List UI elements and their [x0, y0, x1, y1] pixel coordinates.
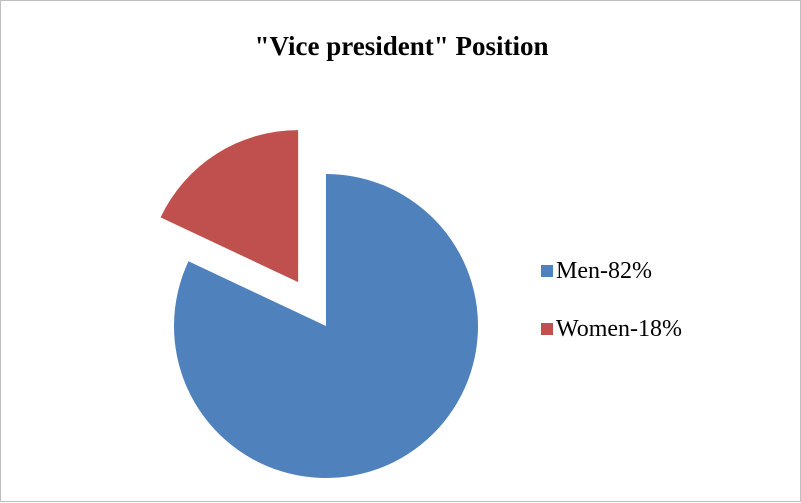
legend-item-women: Women-18% [541, 315, 682, 343]
legend-label-women: Women-18% [556, 316, 683, 342]
legend-item-men: Men-82% [541, 257, 682, 285]
pie-slice-women [160, 130, 299, 283]
pie-slice-men [174, 174, 479, 478]
chart-title: "Vice president" Position [254, 31, 549, 61]
legend-swatch-men [541, 265, 553, 277]
legend: Men-82% Women-18% [541, 257, 682, 373]
legend-swatch-women [541, 323, 553, 335]
pie-slices [160, 130, 479, 478]
legend-label-men: Men-82% [556, 258, 652, 284]
